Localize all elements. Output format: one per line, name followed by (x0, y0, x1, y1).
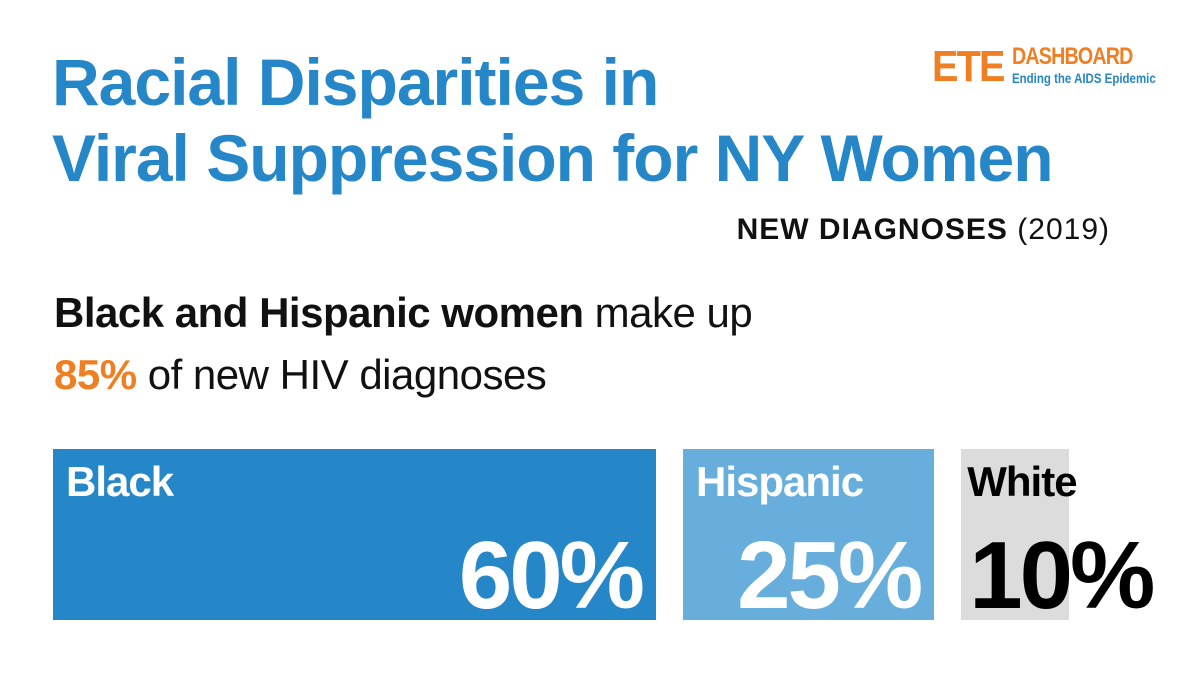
page-title: Racial Disparities in Viral Suppression … (52, 44, 1152, 196)
bar-black: Black 60% (53, 449, 656, 626)
headline-rest-1: make up (583, 289, 753, 336)
title-line-1: Racial Disparities in (52, 45, 659, 119)
headline-strong: Black and Hispanic women (54, 289, 584, 336)
bar-label-white: White (967, 458, 1077, 505)
subtitle-main: NEW DIAGNOSES (736, 213, 1008, 246)
subtitle-year: (2019) (1017, 213, 1110, 246)
bar-white: White 10% (961, 449, 1155, 626)
logo-tagline: Ending the AIDS Epidemic (1012, 70, 1156, 86)
title-line-2: Viral Suppression for NY Women (52, 121, 1054, 195)
subtitle: NEW DIAGNOSES (2019) (737, 212, 1110, 248)
headline: Black and Hispanic women make up 85% of … (54, 282, 753, 406)
headline-accent-percent: 85% (54, 351, 137, 398)
logo-ete-text: ETE (932, 42, 1005, 91)
logo-dashboard-text: DASHBOARD (1012, 43, 1133, 70)
bar-value-hispanic: 25% (737, 522, 923, 629)
headline-line-2: 85% of new HIV diagnoses (54, 344, 752, 406)
bar-value-black: 60% (458, 522, 645, 629)
bar-hispanic: Hispanic 25% (683, 449, 935, 626)
bar-label-hispanic: Hispanic (696, 458, 864, 505)
bar-value-white: 10% (969, 522, 1155, 629)
bar-label-black: Black (66, 458, 174, 505)
headline-line-1: Black and Hispanic women make up (54, 282, 753, 344)
ete-dashboard-logo[interactable]: ETE DASHBOARD Ending the AIDS Epidemic (932, 42, 1156, 94)
headline-rest-2: of new HIV diagnoses (136, 351, 547, 398)
